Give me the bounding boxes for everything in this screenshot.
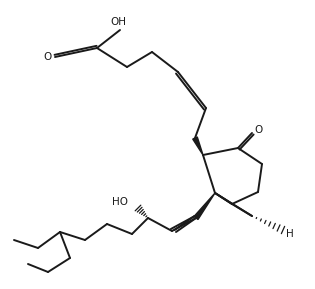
Text: H: H — [286, 229, 294, 239]
Text: O: O — [43, 52, 51, 62]
Text: HO: HO — [112, 197, 128, 207]
Text: OH: OH — [110, 17, 126, 27]
Polygon shape — [194, 193, 215, 220]
Polygon shape — [193, 137, 203, 155]
Text: O: O — [254, 125, 262, 135]
